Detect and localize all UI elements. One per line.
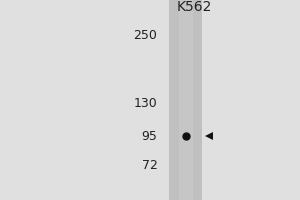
- Text: 130: 130: [134, 97, 158, 110]
- FancyBboxPatch shape: [179, 0, 193, 200]
- Text: 95: 95: [142, 130, 158, 143]
- Text: K562: K562: [177, 0, 212, 14]
- FancyBboxPatch shape: [169, 0, 202, 200]
- Text: 250: 250: [134, 29, 158, 42]
- Text: 72: 72: [142, 159, 158, 172]
